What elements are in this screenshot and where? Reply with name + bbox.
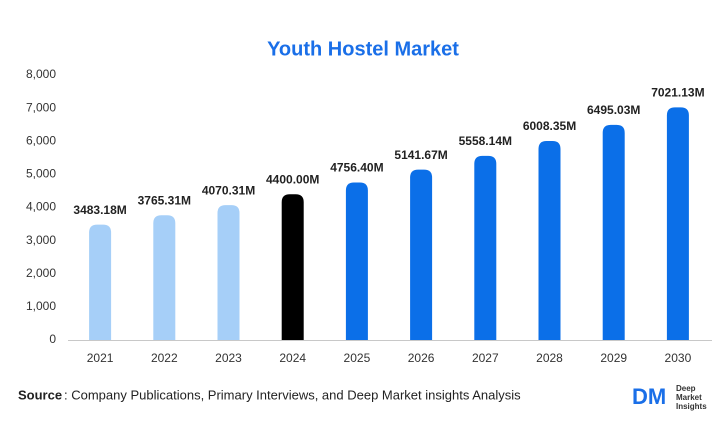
bar: [217, 205, 240, 340]
source-text: : Company Publications, Primary Intervie…: [64, 387, 521, 402]
x-tick-label: 2025: [344, 351, 371, 365]
y-tick-label: 3,000: [26, 233, 56, 247]
x-tick-label: 2029: [600, 351, 627, 365]
x-tick-label: 2022: [151, 351, 178, 365]
data-label: 6495.03M: [587, 103, 640, 117]
data-label: 5141.67M: [394, 148, 447, 162]
y-tick-label: 1,000: [26, 299, 56, 313]
y-tick-label: 8,000: [26, 67, 56, 81]
bar: [281, 194, 304, 340]
source-label: Source: [18, 387, 62, 402]
data-label: 6008.35M: [523, 119, 576, 133]
x-tick-label: 2023: [215, 351, 242, 365]
data-label: 4756.40M: [330, 161, 383, 175]
data-label: 7021.13M: [651, 86, 704, 100]
bar: [538, 140, 561, 340]
y-tick-label: 0: [49, 332, 56, 346]
bar: [602, 124, 625, 340]
x-tick-label: 2021: [87, 351, 114, 365]
y-tick-label: 4,000: [26, 200, 56, 214]
y-tick-label: 7,000: [26, 100, 56, 114]
bar: [410, 169, 433, 340]
y-tick-label: 6,000: [26, 133, 56, 147]
y-tick-label: 5,000: [26, 167, 56, 181]
logo-line: Deep: [676, 384, 696, 393]
data-label: 3483.18M: [73, 203, 126, 217]
bar: [666, 107, 689, 340]
logo-line: Market: [676, 393, 702, 402]
data-label: 4070.31M: [202, 183, 255, 197]
x-tick-label: 2030: [665, 351, 692, 365]
data-label: 3765.31M: [138, 193, 191, 207]
logo-line: Insights: [676, 402, 707, 411]
bar: [89, 224, 112, 340]
x-tick-label: 2024: [279, 351, 306, 365]
logo-mark: DM: [632, 384, 666, 409]
x-tick-label: 2026: [408, 351, 435, 365]
data-label: 4400.00M: [266, 172, 319, 186]
bar: [345, 182, 368, 340]
x-tick-label: 2028: [536, 351, 563, 365]
data-label: 5558.14M: [459, 134, 512, 148]
bar: [153, 215, 176, 340]
chart-title: Youth Hostel Market: [267, 38, 459, 60]
x-tick-label: 2027: [472, 351, 499, 365]
y-tick-label: 2,000: [26, 266, 56, 280]
bar: [474, 155, 497, 340]
